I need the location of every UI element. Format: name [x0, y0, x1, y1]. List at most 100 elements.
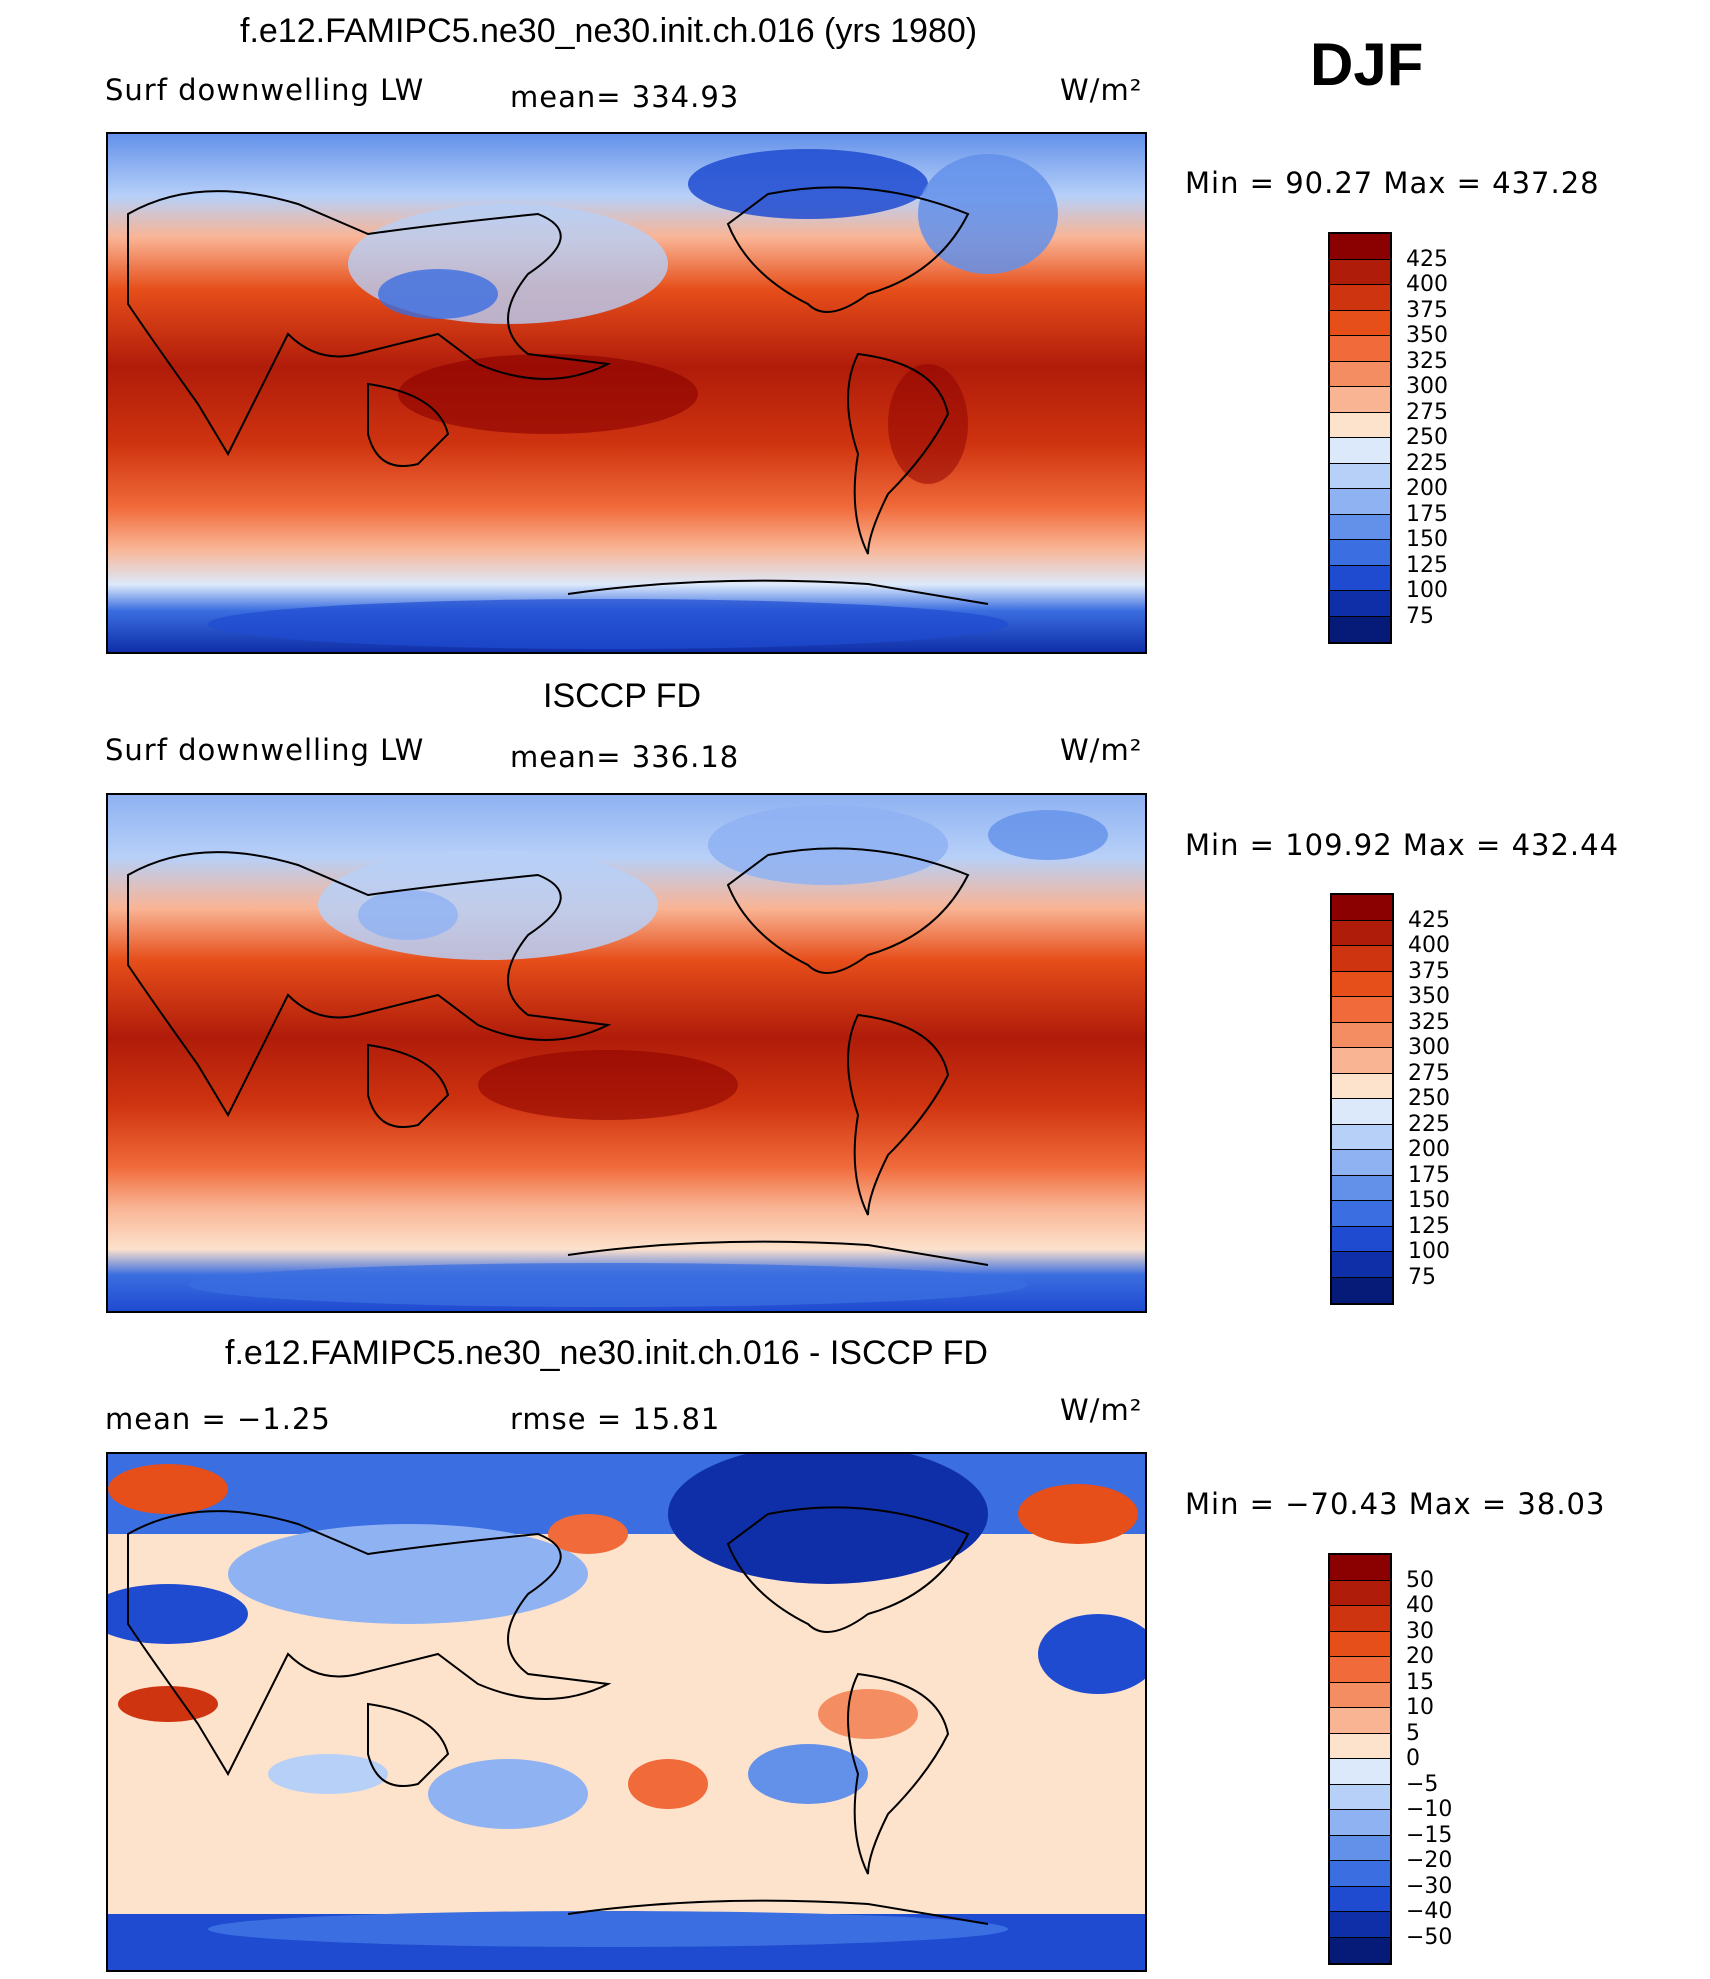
colorbar-swatch	[1332, 1175, 1392, 1201]
colorbar-swatch	[1330, 1580, 1390, 1606]
colorbar-tick-label: 20	[1406, 1644, 1434, 1669]
colorbar-swatch	[1330, 1835, 1390, 1861]
colorbar-swatch	[1332, 997, 1392, 1023]
colorbar-swatch	[1330, 1733, 1390, 1759]
colorbar-swatch	[1330, 1784, 1390, 1810]
colorbar-tick-label: −5	[1406, 1771, 1439, 1797]
colorbar-tick-label: 400	[1408, 933, 1450, 958]
colorbar-swatch	[1330, 1657, 1390, 1683]
colorbar-swatch	[1330, 285, 1390, 311]
colorbar-tick-label: 250	[1408, 1086, 1450, 1111]
colorbar-swatch	[1330, 540, 1390, 566]
colorbar-tick-label: 150	[1408, 1188, 1450, 1213]
colorbar-swatch	[1330, 1912, 1390, 1938]
colorbar-tick-label: 275	[1408, 1060, 1450, 1086]
panel2-variable-label: Surf downwelling LW	[105, 733, 425, 767]
panel1-minmax: Min = 90.27 Max = 437.28	[1185, 166, 1600, 200]
colorbar-tick-label: 15	[1406, 1669, 1434, 1695]
colorbar-tick-label: 200	[1408, 1137, 1450, 1162]
colorbar-tick-label: 400	[1406, 272, 1448, 297]
panel3-units-label: W/m²	[1060, 1393, 1143, 1427]
panel1-colorbar	[1328, 232, 1392, 644]
colorbar-tick-label: 425	[1406, 246, 1448, 272]
panel2-units-label: W/m²	[1060, 733, 1143, 767]
colorbar-tick-label: 10	[1406, 1695, 1434, 1720]
colorbar-tick-label: −15	[1406, 1822, 1453, 1848]
colorbar-swatch	[1332, 946, 1392, 972]
colorbar-tick-label: 425	[1408, 907, 1450, 933]
colorbar-tick-label: 30	[1406, 1618, 1434, 1644]
colorbar-tick-label: 125	[1408, 1213, 1450, 1239]
colorbar-swatch	[1330, 1682, 1390, 1708]
colorbar-swatch	[1330, 591, 1390, 617]
colorbar-swatch	[1330, 259, 1390, 285]
colorbar-tick-label: 100	[1408, 1239, 1450, 1264]
colorbar-tick-label: −10	[1406, 1797, 1453, 1822]
colorbar-tick-label: −20	[1406, 1848, 1453, 1873]
panel2-minmax: Min = 109.92 Max = 432.44	[1185, 828, 1620, 862]
colorbar-tick-label: 325	[1408, 1009, 1450, 1035]
colorbar-swatch	[1330, 1759, 1390, 1785]
colorbar-tick-label: −30	[1406, 1873, 1453, 1899]
panel2-colorbar	[1330, 893, 1394, 1305]
colorbar-swatch	[1332, 920, 1392, 946]
colorbar-tick-label: 125	[1406, 552, 1448, 578]
panel2-mean-label: mean= 336.18	[510, 740, 740, 774]
colorbar-swatch	[1330, 234, 1390, 260]
panel1-units-label: W/m²	[1060, 73, 1143, 107]
colorbar-tick-label: 225	[1408, 1111, 1450, 1137]
colorbar-swatch	[1330, 489, 1390, 515]
colorbar-tick-label: 350	[1406, 323, 1448, 348]
colorbar-tick-label: 75	[1406, 603, 1434, 629]
colorbar-swatch	[1330, 514, 1390, 540]
colorbar-swatch	[1332, 1073, 1392, 1099]
colorbar-swatch	[1330, 1886, 1390, 1912]
colorbar-swatch	[1330, 336, 1390, 362]
colorbar-tick-label: 200	[1406, 476, 1448, 501]
panel3-mean-label: mean = −1.25	[105, 1402, 331, 1436]
panel2-title: ISCCP FD	[543, 677, 702, 715]
colorbar-tick-label: 0	[1406, 1746, 1420, 1771]
colorbar-swatch	[1330, 565, 1390, 591]
colorbar-swatch	[1330, 1708, 1390, 1734]
panel3-rmse-label: rmse = 15.81	[510, 1402, 721, 1436]
panel1-map	[106, 132, 1147, 654]
colorbar-tick-label: 375	[1406, 297, 1448, 323]
colorbar-tick-label: 325	[1406, 348, 1448, 374]
colorbar-tick-label: 50	[1406, 1567, 1434, 1593]
colorbar-swatch	[1330, 463, 1390, 489]
colorbar-swatch	[1330, 1937, 1390, 1963]
colorbar-swatch	[1332, 971, 1392, 997]
colorbar-tick-label: 375	[1408, 958, 1450, 984]
colorbar-swatch	[1330, 616, 1390, 642]
colorbar-tick-label: 40	[1406, 1593, 1434, 1618]
colorbar-swatch	[1332, 1150, 1392, 1176]
colorbar-swatch	[1330, 310, 1390, 336]
colorbar-tick-label: 150	[1406, 527, 1448, 552]
colorbar-swatch	[1330, 1810, 1390, 1836]
colorbar-tick-label: 225	[1406, 450, 1448, 476]
panel3-map	[106, 1452, 1147, 1972]
colorbar-swatch	[1332, 1201, 1392, 1227]
panel3-colorbar	[1328, 1553, 1392, 1965]
colorbar-swatch	[1332, 1124, 1392, 1150]
colorbar-tick-label: 5	[1406, 1720, 1420, 1746]
colorbar-tick-label: 350	[1408, 984, 1450, 1009]
colorbar-swatch	[1332, 895, 1392, 921]
panel1-variable-label: Surf downwelling LW	[105, 73, 425, 107]
colorbar-swatch	[1332, 1099, 1392, 1125]
panel3-minmax: Min = −70.43 Max = 38.03	[1185, 1487, 1606, 1521]
colorbar-swatch	[1330, 1606, 1390, 1632]
colorbar-swatch	[1332, 1226, 1392, 1252]
colorbar-swatch	[1332, 1048, 1392, 1074]
colorbar-tick-label: 175	[1406, 501, 1448, 527]
colorbar-tick-label: 175	[1408, 1162, 1450, 1188]
colorbar-tick-label: 300	[1408, 1035, 1450, 1060]
colorbar-swatch	[1330, 1631, 1390, 1657]
panel2-map	[106, 793, 1147, 1313]
colorbar-swatch	[1330, 438, 1390, 464]
panel1-title: f.e12.FAMIPC5.ne30_ne30.init.ch.016 (yrs…	[240, 12, 978, 50]
colorbar-tick-label: 75	[1408, 1264, 1436, 1290]
season-label: DJF	[1310, 31, 1424, 98]
panel3-title: f.e12.FAMIPC5.ne30_ne30.init.ch.016 - IS…	[225, 1334, 988, 1372]
